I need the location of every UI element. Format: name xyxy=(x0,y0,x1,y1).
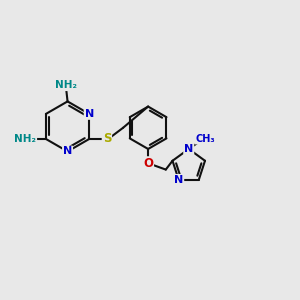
Text: S: S xyxy=(103,133,111,146)
Text: NH₂: NH₂ xyxy=(14,134,36,144)
Text: N: N xyxy=(63,146,72,157)
Text: CH₃: CH₃ xyxy=(195,134,215,144)
Text: N: N xyxy=(184,144,194,154)
Text: O: O xyxy=(143,157,153,170)
Text: N: N xyxy=(174,175,183,185)
Text: NH₂: NH₂ xyxy=(55,80,77,90)
Text: N: N xyxy=(85,109,94,119)
